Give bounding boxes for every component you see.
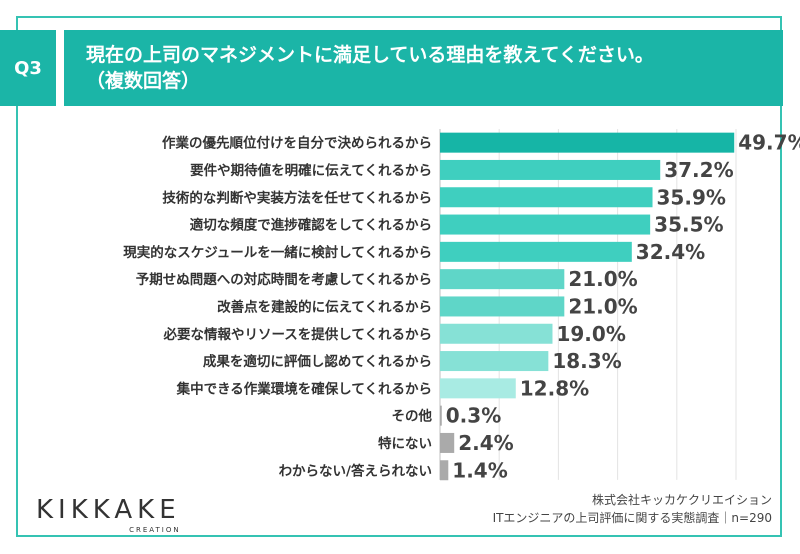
value-label: 12.8% [520, 376, 589, 400]
bar [440, 378, 516, 399]
value-label: 21.0% [568, 294, 637, 318]
category-label: 技術的な判断や実装方法を任せてくれるから [162, 189, 432, 206]
category-label: 要件や期待値を明確に伝えてくれるから [190, 162, 432, 179]
value-label: 18.3% [552, 349, 621, 373]
value-label: 21.0% [568, 267, 637, 291]
category-label: 予期せぬ問題への対応時間を考慮してくれるから [136, 271, 432, 288]
bar [440, 432, 455, 453]
company-logo: KIKKAKE CREATION [36, 496, 181, 534]
bar [440, 296, 565, 317]
chart-title: 現在の上司のマネジメントに満足している理由を教えてください。 （複数回答） [64, 30, 783, 106]
category-label: 成果を適切に評価し認めてくれるから [203, 353, 432, 370]
bar [440, 214, 651, 235]
value-label: 35.9% [657, 185, 726, 209]
bar [440, 132, 735, 153]
bar [440, 241, 632, 262]
category-label: わからない/答えられない [279, 462, 432, 479]
chart-frame [16, 16, 782, 537]
bar [440, 323, 553, 344]
category-label: その他 [392, 408, 433, 425]
bar [440, 159, 661, 180]
source-company: 株式会社キッカケクリエイション [591, 493, 772, 507]
bar [440, 187, 653, 208]
title-line-1: 現在の上司のマネジメントに満足している理由を教えてください。 [86, 44, 654, 66]
category-label: 適切な頻度で進捗確認をしてくれるから [190, 217, 432, 234]
category-label: 現実的なスケジュールを一緒に検討してくれるから [123, 244, 432, 261]
logo-subtext: CREATION [129, 526, 181, 534]
source-note: 株式会社キッカケクリエイション ITエンジニアの上司評価に関する実態調査｜n=2… [493, 491, 772, 527]
category-label: 作業の優先順位付けを自分で決められるから [162, 135, 432, 152]
bar [440, 460, 449, 481]
value-label: 1.4% [452, 458, 507, 482]
category-label: 特にない [378, 435, 432, 452]
bar [440, 269, 565, 290]
value-label: 35.5% [654, 213, 723, 237]
value-label: 2.4% [458, 431, 513, 455]
bar [440, 405, 442, 426]
value-label: 32.4% [636, 240, 705, 264]
value-label: 49.7% [738, 131, 800, 155]
source-survey: ITエンジニアの上司評価に関する実態調査｜n=290 [492, 511, 772, 525]
category-label: 必要な情報やリソースを提供してくれるから [162, 326, 432, 343]
category-label: 改善点を建設的に伝えてくれるから [217, 298, 432, 315]
logo-text: KIKKAKE [36, 495, 181, 525]
value-label: 0.3% [446, 404, 501, 428]
value-label: 19.0% [556, 322, 625, 346]
value-label: 37.2% [664, 158, 733, 182]
question-badge: Q3 [0, 30, 56, 106]
bar [440, 351, 549, 372]
title-line-2: （複数回答） [86, 70, 201, 92]
category-label: 集中できる作業環境を確保してくれるから [176, 380, 432, 397]
